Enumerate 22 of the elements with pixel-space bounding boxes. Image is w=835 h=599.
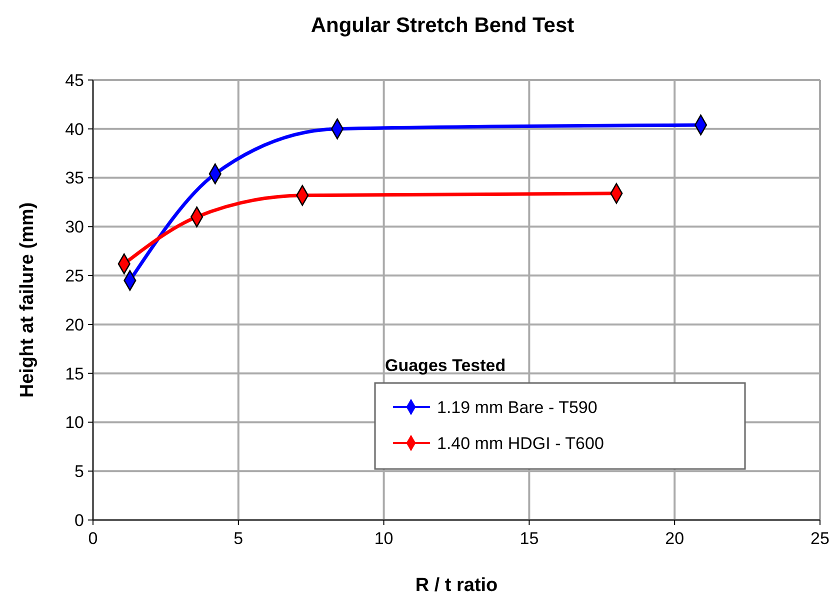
y-tick-label: 15 [65, 364, 84, 384]
y-axis-title: Height at failure (mm) [17, 202, 38, 398]
y-tick-label: 40 [65, 120, 84, 139]
y-tick-label: 20 [65, 315, 84, 334]
y-tick-label: 25 [65, 266, 84, 286]
y-tick-label: 30 [65, 218, 84, 237]
x-axis-title: R / t ratio [415, 575, 498, 596]
x-tick-label: 10 [374, 529, 394, 548]
y-tick-label: 10 [65, 413, 84, 432]
x-tick-label: 20 [665, 529, 684, 548]
y-tick-label: 35 [65, 168, 84, 188]
x-tick-label: 25 [810, 529, 830, 548]
y-tick-label: 5 [74, 462, 84, 482]
legend-label: 1.19 mm Bare - T590 [437, 398, 598, 417]
y-tick-label: 45 [65, 70, 84, 90]
y-tick-label: 0 [74, 510, 84, 530]
legend-label: 1.40 mm HDGI - T600 [437, 434, 604, 453]
legend-title: Guages Tested [385, 356, 506, 375]
chart-title: Angular Stretch Bend Test [310, 14, 574, 37]
x-tick-label: 5 [234, 529, 244, 548]
x-tick-label: 15 [520, 529, 539, 548]
x-tick-label: 0 [88, 529, 98, 548]
